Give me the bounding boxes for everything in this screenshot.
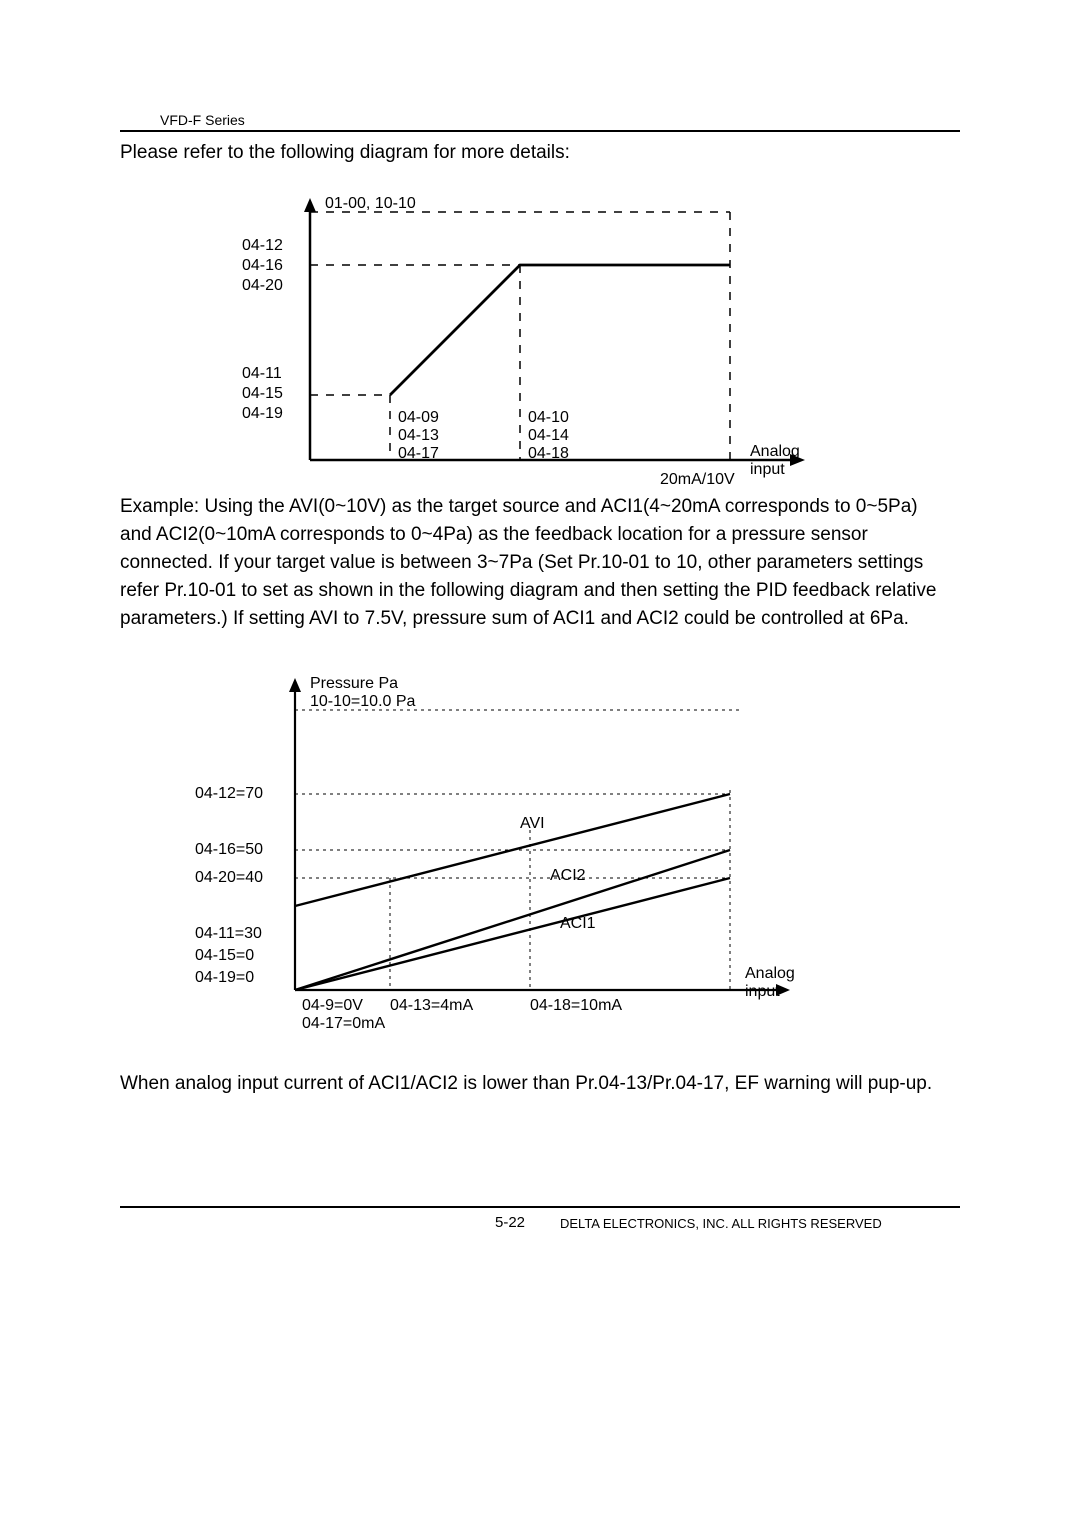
- d2-yl-50: 04-16=50: [195, 841, 263, 858]
- d1-top-label: 01-00, 10-10: [325, 195, 416, 212]
- d2-series-aci1: ACI1: [560, 915, 596, 932]
- d2-title2: 10-10=10.0 Pa: [310, 693, 416, 710]
- d2-xl-b2: 04-17=0mA: [302, 1015, 385, 1032]
- footer-copyright: DELTA ELECTRONICS, INC. ALL RIGHTS RESER…: [560, 1216, 882, 1231]
- d2-yl-40: 04-20=40: [195, 869, 263, 886]
- header-series: VFD-F Series: [160, 112, 245, 128]
- d1-yupper-2: 04-20: [242, 277, 283, 294]
- d1-xend: 20mA/10V: [660, 471, 735, 488]
- intro-text: Please refer to the following diagram fo…: [120, 142, 570, 164]
- d2-series-avi: AVI: [520, 815, 545, 832]
- d1-yupper-1: 04-16: [242, 257, 283, 274]
- d1-ylower-0: 04-11: [242, 365, 282, 382]
- d2-xl-0: 04-9=0V: [302, 997, 363, 1014]
- d1-xaxis-right-bot: input: [750, 461, 785, 478]
- d2-xend-bot: input: [745, 983, 780, 1000]
- d2-title1: Pressure Pa: [310, 675, 398, 692]
- d2-yl-0b: 04-19=0: [195, 969, 254, 986]
- d1-xmid-2: 04-18: [528, 445, 569, 462]
- d1-xmid-0: 04-10: [528, 409, 569, 426]
- diagram-2: Pressure Pa 10-10=10.0 Pa 04-12=70 04-16…: [190, 670, 830, 1030]
- d1-ylower-1: 04-15: [242, 385, 283, 402]
- d1-xmid-1: 04-14: [528, 427, 569, 444]
- d1-xleft-2: 04-17: [398, 445, 439, 462]
- d2-xl-2: 04-18=10mA: [530, 997, 622, 1014]
- header-rule: [120, 130, 960, 132]
- d2-series-aci2: ACI2: [550, 867, 586, 884]
- footer-rule: [120, 1206, 960, 1208]
- body-text-1: Example: Using the AVI(0~10V) as the tar…: [120, 493, 950, 633]
- d2-xl-1: 04-13=4mA: [390, 997, 473, 1014]
- d2-yl-0a: 04-15=0: [195, 947, 254, 964]
- body-text-2: When analog input current of ACI1/ACI2 i…: [120, 1070, 950, 1098]
- page: VFD-F Series Please refer to the followi…: [0, 0, 1080, 1534]
- d1-xleft-0: 04-09: [398, 409, 439, 426]
- diagram-1: 01-00, 10-10 04-12 04-16 04-20 04-11 04-…: [230, 190, 830, 490]
- d2-xend-top: Analog: [745, 965, 795, 982]
- d1-ylower-2: 04-19: [242, 405, 283, 422]
- d1-yupper-0: 04-12: [242, 237, 283, 254]
- footer-page-number: 5-22: [495, 1214, 525, 1231]
- d2-yl-30: 04-11=30: [195, 925, 262, 942]
- d1-xaxis-right-top: Analog: [750, 443, 800, 460]
- d1-xleft-1: 04-13: [398, 427, 439, 444]
- d2-yl-70: 04-12=70: [195, 785, 263, 802]
